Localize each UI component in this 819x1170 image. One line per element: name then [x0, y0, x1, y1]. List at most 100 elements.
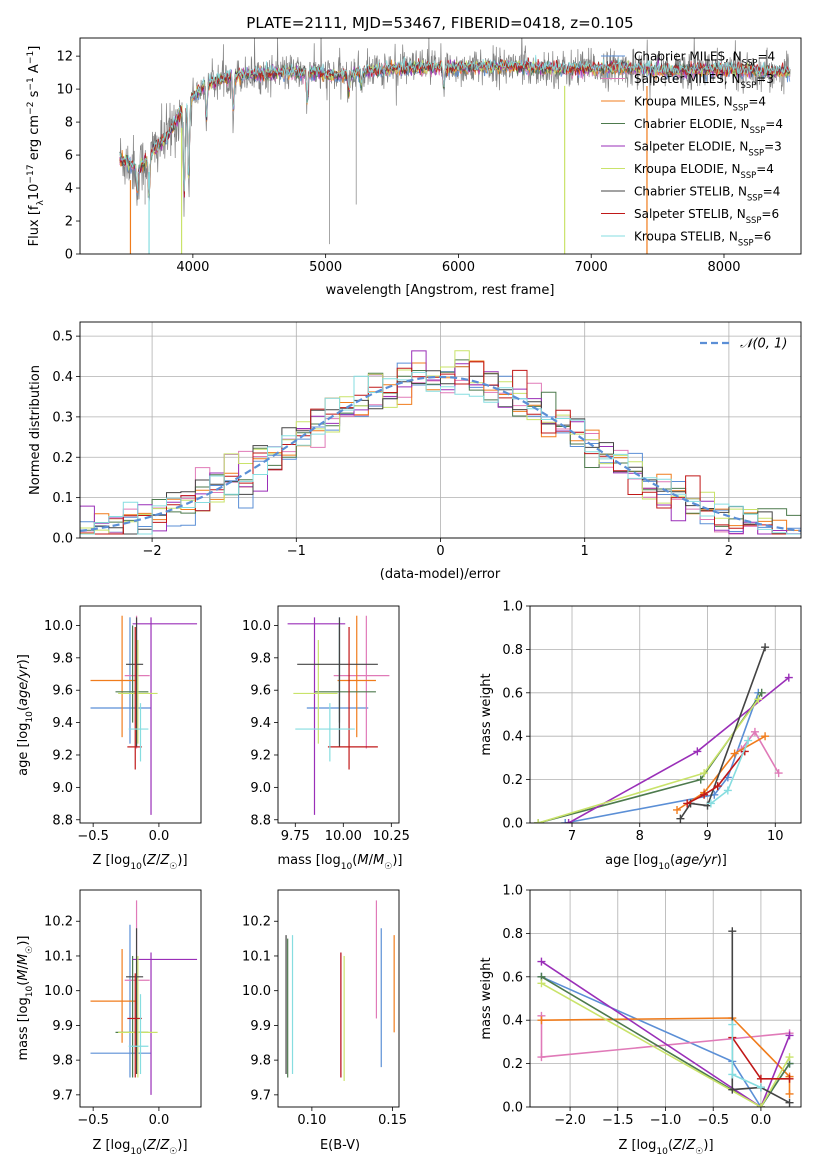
- mass-vs-Z-ytick-label: 9.8: [52, 1054, 73, 1069]
- mass-vs-EBV-ytick-label: 9.7: [250, 1088, 271, 1103]
- mass-vs-Z-xtick-label: 0.0: [149, 1113, 170, 1128]
- age-vs-Z-plot-area: [90, 615, 198, 815]
- age-vs-mass-point-kroupa-miles: [337, 615, 376, 738]
- weight-vs-Z-ytick-label: 0.0: [502, 1101, 523, 1116]
- weight-vs-age-ytick-label: 0.0: [502, 817, 523, 832]
- mass-vs-EBV-ytick-label: 10.0: [242, 984, 271, 999]
- weight-vs-Z-marker: [537, 1053, 546, 1062]
- spectrum-frame: [79, 37, 802, 255]
- spectrum-ytick-label: 4: [65, 182, 73, 197]
- age-vs-mass-point-salpeter-stelib: [327, 627, 378, 770]
- legend-entry: Chabrier ELODIE, NSSP=4: [634, 117, 783, 135]
- mass-vs-EBV-ytick-label: 9.9: [250, 1019, 271, 1034]
- age-vs-Z-point-salpeter-stelib: [127, 627, 142, 770]
- weight-vs-age-marker: [700, 769, 709, 778]
- residuals-legend-entry: 𝒩(0, 1): [740, 337, 787, 352]
- spectrum-axes: 4000 5000 6000 7000 8000 0 2 4 6 8 10 12: [56, 37, 802, 275]
- weight-vs-age-marker: [784, 673, 793, 682]
- residuals-ytick-label: 0.2: [52, 451, 73, 466]
- weight-vs-age-marker: [673, 805, 682, 814]
- weight-vs-age-marker: [750, 727, 759, 736]
- mass-vs-Z-xtick-label: −0.5: [77, 1113, 109, 1128]
- age-vs-mass-xtick-label: 9.75: [281, 829, 310, 844]
- age-vs-mass-frame: [277, 605, 400, 824]
- age-vs-mass-point-kroupa-elodie: [293, 640, 338, 744]
- residuals-ytick-label: 0.5: [52, 330, 73, 345]
- spectrum-xlabel: wavelength [Angstrom, rest frame]: [326, 283, 555, 298]
- weight-vs-Z-marker: [756, 1083, 765, 1092]
- residuals-ytick-label: 0.0: [52, 532, 73, 547]
- weight-vs-age-marker: [534, 819, 543, 823]
- weight-vs-Z-ylabel: mass weight: [479, 957, 494, 1039]
- weight-vs-Z-series-chabrier-stelib: [728, 927, 794, 1107]
- residuals-xlabel: (data-model)/error: [380, 567, 501, 582]
- age-vs-Z-ytick-label: 9.8: [52, 651, 73, 666]
- age-vs-Z-axes: −0.5 0.0 8.8 9.0 9.2 9.4 9.6 9.8 10.0: [44, 605, 202, 844]
- legend-entry: Salpeter MILES, NSSP=3: [634, 72, 774, 90]
- weight-vs-Z-line: [731, 931, 790, 1104]
- weight-vs-age-ytick-label: 0.2: [502, 773, 523, 788]
- mass-vs-Z-axes: −0.5 0.0 9.7 9.8 9.9 10.0 10.1 10.2: [44, 889, 202, 1128]
- age-vs-Z-xtick-label: −0.5: [77, 829, 109, 844]
- weight-vs-age-marker: [774, 769, 783, 778]
- weight-vs-age-marker: [761, 643, 770, 652]
- age-vs-mass-ytick-label: 9.8: [250, 651, 271, 666]
- age-vs-Z-ytick-label: 10.0: [44, 619, 73, 634]
- spectrum-model-line: [119, 54, 791, 195]
- weight-vs-age-line: [537, 698, 759, 823]
- spectrum-xtick-label: 6000: [442, 260, 475, 275]
- age-vs-Z-point-kroupa-elodie: [118, 640, 158, 744]
- age-vs-Z-point-chabrier-stelib: [126, 617, 144, 747]
- weight-vs-Z-marker: [785, 1089, 794, 1098]
- weight-vs-age-marker: [757, 688, 766, 697]
- weight-vs-Z-marker: [537, 957, 546, 966]
- mass-vs-EBV-ytick-label: 9.8: [250, 1054, 271, 1069]
- weight-vs-Z-marker: [728, 927, 737, 936]
- weight-vs-Z-marker: [785, 1074, 794, 1083]
- mass-vs-Z-xlabel: Z [log10(Z/Z☉)]: [92, 1138, 187, 1157]
- residuals-xtick-label: 2: [725, 544, 733, 559]
- weight-vs-Z-marker: [537, 1016, 546, 1025]
- weight-vs-Z-marker: [537, 979, 546, 988]
- age-vs-Z-xlabel: Z [log10(Z/Z☉)]: [92, 853, 187, 872]
- legend-entry: Chabrier MILES, NSSP=4: [634, 50, 775, 68]
- mass-vs-Z-point-salpeter-elodie: [132, 952, 198, 1095]
- weight-vs-Z-series-kroupa-elodie: [537, 979, 794, 1107]
- legend-entry: Salpeter STELIB, NSSP=6: [634, 207, 779, 225]
- residuals-hist-step: [80, 371, 801, 535]
- age-vs-mass-xtick-label: 10.25: [373, 829, 410, 844]
- weight-vs-age-marker: [723, 786, 732, 795]
- mass-vs-Z-ytick-label: 10.1: [44, 949, 73, 964]
- age-vs-mass-plot-area: [287, 615, 390, 815]
- weight-vs-Z-marker: [756, 1103, 765, 1107]
- residuals-gaussian-curve: [80, 375, 801, 532]
- mass-vs-EBV-xtick-label: 0.10: [297, 1113, 326, 1128]
- weight-vs-age-marker: [696, 775, 705, 784]
- weight-vs-Z-xtick-label: −1.0: [650, 1113, 682, 1128]
- spectrum-ylabel: Flux [fλ10−17 erg cm−2 s−1 A−1]: [26, 46, 46, 247]
- age-vs-mass-ytick-label: 9.4: [250, 716, 271, 731]
- age-vs-mass-point-kroupa-stelib: [295, 703, 355, 762]
- age-vs-Z-point-kroupa-stelib: [128, 703, 149, 762]
- weight-vs-age-marker: [713, 782, 722, 791]
- weight-vs-Z-xtick-label: 0.0: [751, 1113, 772, 1128]
- age-vs-mass-ytick-label: 9.6: [250, 684, 271, 699]
- legend-entry: Kroupa MILES, NSSP=4: [634, 95, 766, 113]
- spectrum-xtick-label: 5000: [309, 260, 342, 275]
- figure-title: PLATE=2111, MJD=53467, FIBERID=0418, z=0…: [246, 14, 633, 32]
- weight-vs-Z-line: [731, 1024, 762, 1089]
- weight-vs-Z-series-kroupa-stelib: [728, 1020, 765, 1092]
- age-vs-mass-xtick-label: 10.00: [325, 829, 362, 844]
- mass-vs-Z-point-salpeter-miles: [124, 900, 150, 1061]
- weight-vs-Z-frame: [529, 889, 802, 1108]
- weight-vs-age-line: [740, 730, 780, 774]
- mass-vs-Z-point-kroupa-miles: [90, 949, 137, 1043]
- age-vs-Z-ytick-label: 9.4: [52, 716, 73, 731]
- weight-vs-Z-ytick-label: 0.6: [502, 970, 523, 985]
- mass-vs-Z-plot-area: [90, 900, 198, 1095]
- age-vs-mass-axes: 9.75 10.00 10.25 8.8 9.0 9.2 9.4 9.6 9.8 10.0: [242, 605, 410, 844]
- weight-vs-age-ytick-label: 0.4: [502, 730, 523, 745]
- weight-vs-age-series-kroupa-elodie: [534, 695, 763, 823]
- mass-vs-Z-point-salpeter-stelib: [127, 973, 142, 1078]
- spectrum-legend: Chabrier MILES, NSSP=4 Salpeter MILES, NS…: [601, 50, 783, 248]
